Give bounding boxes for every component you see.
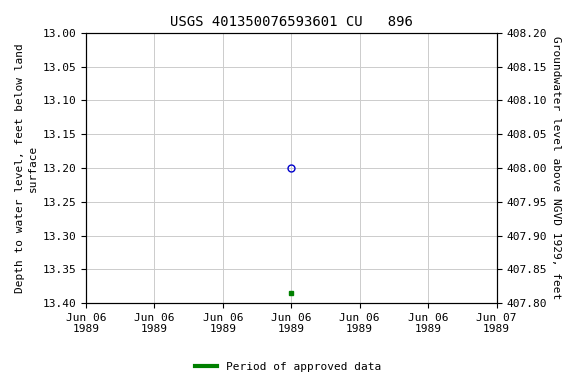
Y-axis label: Depth to water level, feet below land
surface: Depth to water level, feet below land su…: [15, 43, 38, 293]
Y-axis label: Groundwater level above NGVD 1929, feet: Groundwater level above NGVD 1929, feet: [551, 36, 561, 300]
Title: USGS 401350076593601 CU   896: USGS 401350076593601 CU 896: [170, 15, 412, 29]
Legend: Period of approved data: Period of approved data: [191, 358, 385, 377]
